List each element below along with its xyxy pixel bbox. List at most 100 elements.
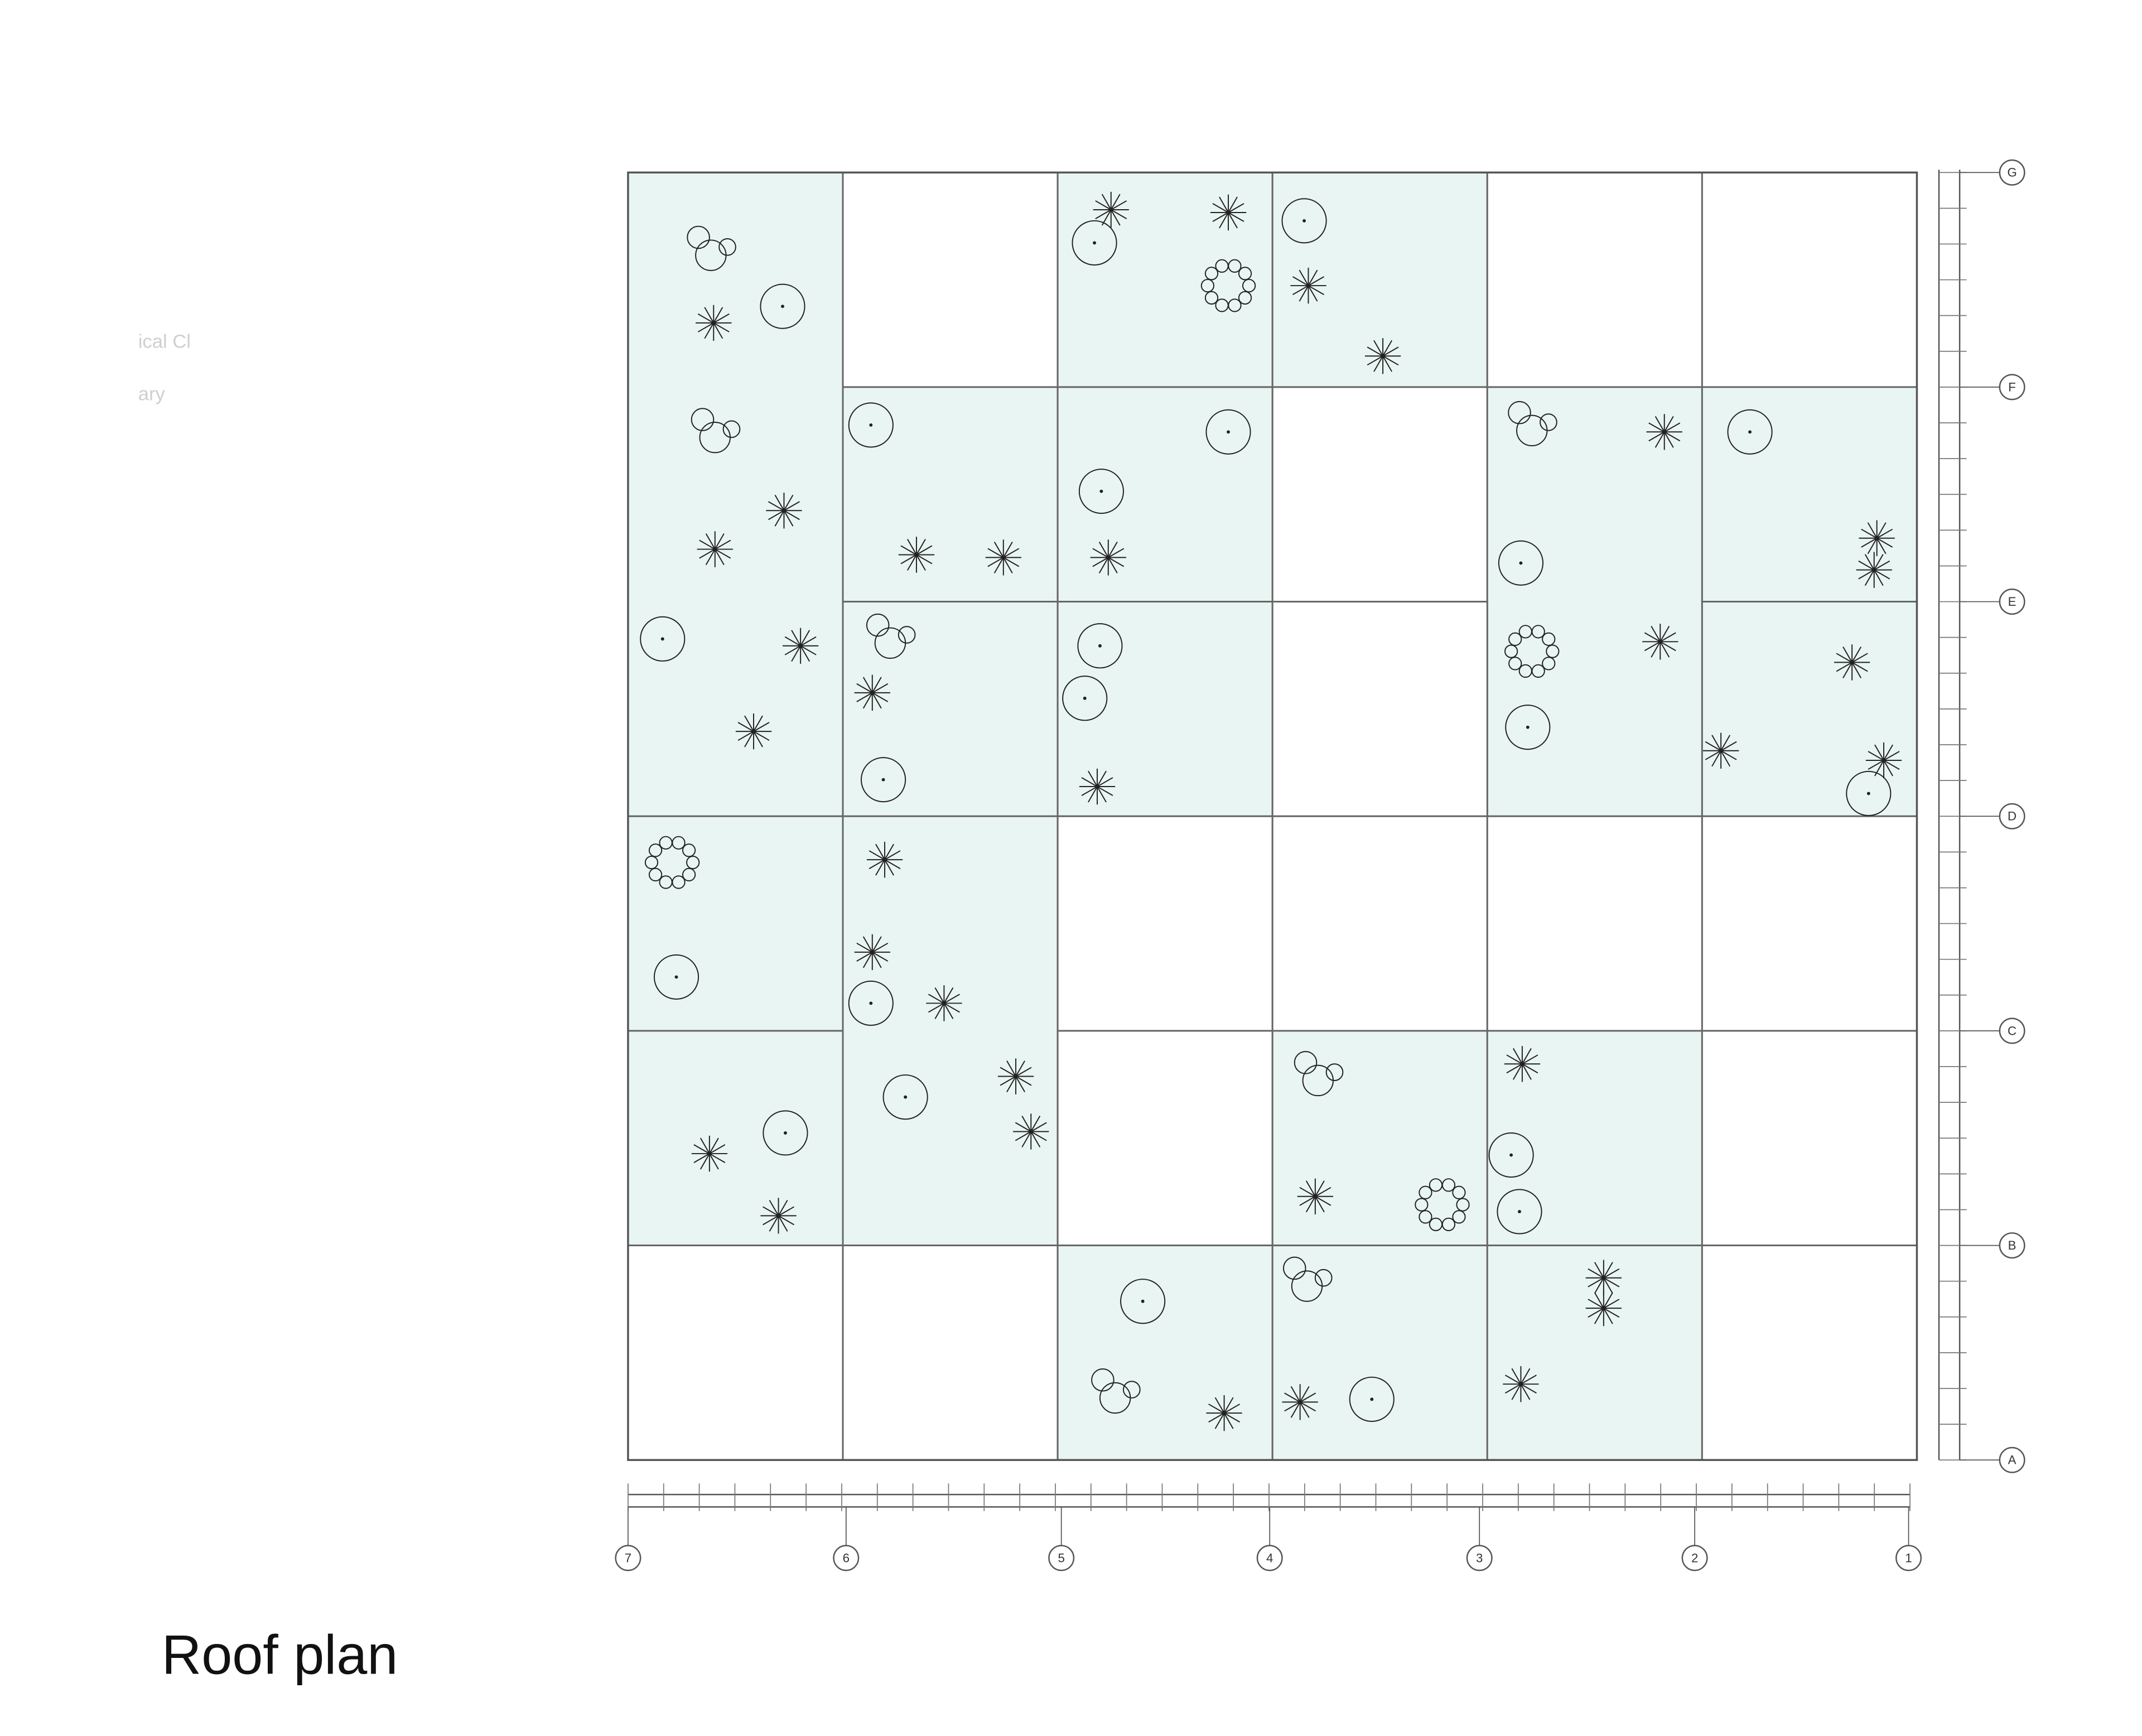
plant-ring (1508, 657, 1522, 671)
roof-cell (1056, 601, 1273, 817)
plant-ring (648, 867, 663, 882)
roof-cell (1056, 815, 1273, 1032)
plant-palm (854, 674, 890, 711)
roof-cell (1056, 1030, 1273, 1247)
grid-column-label: 6 (843, 1551, 850, 1565)
plant-ring (1546, 644, 1560, 658)
plant-shrub (866, 613, 890, 637)
grid-column-label: 2 (1691, 1551, 1698, 1565)
plant-tree (781, 305, 784, 308)
plant-tree (1281, 198, 1327, 244)
plant-palm (926, 985, 962, 1021)
plant-palm (985, 539, 1021, 576)
grid-column-label: 1 (1905, 1551, 1912, 1565)
plant-tree (1727, 409, 1773, 455)
roof-cell (1486, 1245, 1703, 1461)
plant-shrub (1508, 401, 1531, 425)
plant-tree (1077, 623, 1123, 669)
plant-shrub (1294, 1051, 1318, 1074)
plant-tree (653, 954, 699, 1000)
plant-palm (766, 493, 802, 529)
plant-ring (1204, 267, 1219, 281)
plant-tree (1302, 219, 1306, 223)
plant-palm (1702, 732, 1739, 769)
sidebar-text: ary (138, 383, 166, 404)
plant-tree (1748, 430, 1752, 434)
grid-row-label: F (2008, 380, 2016, 394)
plant-palm (1504, 1046, 1541, 1082)
plant-palm (1503, 1366, 1539, 1402)
plant-tree (881, 778, 885, 782)
plant-tree (1488, 1132, 1534, 1178)
plant-tree (1227, 430, 1230, 434)
plant-tree (860, 757, 906, 803)
plant-shrub (1540, 413, 1557, 431)
plant-tree (674, 975, 678, 979)
roof-cell (842, 1245, 1059, 1461)
plant-palm (1646, 414, 1682, 450)
plant-ring (1504, 644, 1518, 658)
grid-column-label: 4 (1266, 1551, 1273, 1565)
grid-bubble (1895, 1545, 1922, 1571)
roof-cell (627, 1245, 844, 1461)
plant-tree (904, 1095, 908, 1099)
plant-tree (1509, 1153, 1513, 1157)
axes: G F E D C B A 7 6 5 4 3 2 1 (615, 159, 2025, 1571)
grid-bubble (833, 1545, 860, 1571)
plant-palm (735, 713, 772, 750)
roof-cell (842, 601, 1059, 817)
plant-ring (1242, 278, 1256, 293)
plant-ring (682, 843, 696, 857)
roof-cell (1271, 601, 1488, 817)
plant-shrub (1282, 1256, 1306, 1280)
roof-cell (1056, 171, 1273, 388)
grid-row-label: B (2008, 1238, 2016, 1252)
plant-shrub (1123, 1381, 1141, 1399)
plant-tree (1205, 409, 1251, 455)
roof-cell (1271, 1245, 1488, 1461)
plant-palm (898, 537, 935, 573)
plant-ring (644, 855, 659, 870)
grid-column-label: 3 (1476, 1551, 1483, 1565)
plant-palm (1297, 1178, 1334, 1214)
plant-ring (1542, 632, 1556, 646)
grid-row-label: C (2008, 1024, 2016, 1038)
grid-row-label: E (2008, 595, 2016, 609)
plant-tree (1518, 1209, 1521, 1213)
plant-ring (1419, 1210, 1432, 1224)
grid-bubble (1048, 1545, 1075, 1571)
plant-ring (1419, 1185, 1432, 1199)
plant-ring (648, 843, 663, 857)
grid-column-label: 5 (1058, 1551, 1064, 1565)
roof-cell (1486, 386, 1703, 817)
grid-bubble (1999, 803, 2025, 830)
sidebar-text: ical Cl (138, 331, 191, 352)
roof-cells (627, 171, 1918, 1461)
plant-palm (1290, 267, 1326, 304)
plant-tree (1083, 696, 1087, 700)
plant-shrub (691, 408, 715, 431)
plant-palm (1090, 539, 1126, 576)
plant-ring (1441, 1178, 1456, 1192)
roof-cell (842, 171, 1059, 388)
plant-tree (1498, 540, 1544, 586)
plant-palm (1834, 644, 1870, 681)
plant-ring (1200, 278, 1215, 293)
grid-bubble (1466, 1545, 1493, 1571)
plant-ring (1429, 1217, 1443, 1232)
grid-bubble (1256, 1545, 1283, 1571)
plant-palm (1642, 624, 1678, 660)
plant-ring (1452, 1210, 1466, 1224)
plant-ring (1508, 632, 1522, 646)
roof-cell (627, 1030, 844, 1247)
plant-palm (1282, 1384, 1318, 1420)
plant-tree (1349, 1376, 1395, 1422)
plant-ring (1531, 625, 1545, 639)
plant-tree (763, 1110, 808, 1156)
plant-tree (848, 402, 894, 448)
grid-bubble (1681, 1545, 1708, 1571)
plant-ring (1518, 664, 1532, 678)
plant-tree (848, 980, 894, 1026)
plant-tree (1497, 1189, 1542, 1235)
plant-tree (1098, 644, 1102, 648)
